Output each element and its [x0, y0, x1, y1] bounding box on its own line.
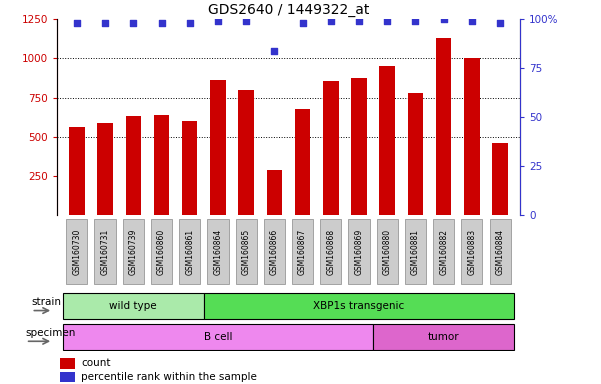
- Point: [270, 48, 279, 54]
- FancyBboxPatch shape: [179, 219, 200, 284]
- Text: GSM160869: GSM160869: [355, 228, 364, 275]
- Text: count: count: [81, 358, 111, 368]
- Text: GSM160882: GSM160882: [439, 228, 448, 275]
- Point: [495, 20, 505, 26]
- FancyBboxPatch shape: [63, 324, 373, 350]
- Point: [326, 18, 335, 24]
- Bar: [182, 121, 198, 215]
- Text: percentile rank within the sample: percentile rank within the sample: [81, 372, 257, 382]
- FancyBboxPatch shape: [373, 324, 514, 350]
- Point: [100, 20, 110, 26]
- Point: [354, 18, 364, 24]
- FancyBboxPatch shape: [94, 219, 115, 284]
- Bar: [60, 358, 75, 369]
- FancyBboxPatch shape: [490, 219, 511, 284]
- Point: [185, 20, 195, 26]
- FancyBboxPatch shape: [207, 219, 228, 284]
- FancyBboxPatch shape: [292, 219, 313, 284]
- Bar: [97, 122, 113, 215]
- Bar: [154, 115, 169, 215]
- Text: GSM160864: GSM160864: [213, 228, 222, 275]
- Text: GSM160865: GSM160865: [242, 228, 251, 275]
- Point: [72, 20, 82, 26]
- Point: [410, 18, 420, 24]
- Bar: [379, 66, 395, 215]
- Text: strain: strain: [31, 297, 61, 307]
- Text: GSM160867: GSM160867: [298, 228, 307, 275]
- Text: XBP1s transgenic: XBP1s transgenic: [313, 301, 404, 311]
- FancyBboxPatch shape: [433, 219, 454, 284]
- FancyBboxPatch shape: [63, 293, 204, 319]
- Text: GSM160731: GSM160731: [100, 228, 109, 275]
- FancyBboxPatch shape: [405, 219, 426, 284]
- Title: GDS2640 / 1449322_at: GDS2640 / 1449322_at: [208, 3, 369, 17]
- Bar: [69, 127, 85, 215]
- Bar: [464, 58, 480, 215]
- FancyBboxPatch shape: [236, 219, 257, 284]
- Text: GSM160880: GSM160880: [383, 228, 392, 275]
- Bar: [407, 93, 423, 215]
- Bar: [492, 143, 508, 215]
- Text: GSM160860: GSM160860: [157, 228, 166, 275]
- Bar: [60, 372, 75, 382]
- Bar: [295, 109, 310, 215]
- FancyBboxPatch shape: [204, 293, 514, 319]
- FancyBboxPatch shape: [123, 219, 144, 284]
- Text: specimen: specimen: [26, 328, 76, 338]
- Point: [129, 20, 138, 26]
- Point: [382, 18, 392, 24]
- Bar: [126, 116, 141, 215]
- FancyBboxPatch shape: [462, 219, 483, 284]
- Text: GSM160739: GSM160739: [129, 228, 138, 275]
- Bar: [323, 81, 338, 215]
- Bar: [351, 78, 367, 215]
- Text: GSM160866: GSM160866: [270, 228, 279, 275]
- Text: GSM160883: GSM160883: [468, 228, 477, 275]
- Text: GSM160730: GSM160730: [72, 228, 81, 275]
- Text: tumor: tumor: [428, 332, 460, 342]
- Bar: [210, 80, 226, 215]
- FancyBboxPatch shape: [66, 219, 87, 284]
- FancyBboxPatch shape: [349, 219, 370, 284]
- Text: GSM160884: GSM160884: [496, 228, 505, 275]
- Text: wild type: wild type: [109, 301, 157, 311]
- FancyBboxPatch shape: [320, 219, 341, 284]
- Point: [439, 16, 448, 22]
- FancyBboxPatch shape: [151, 219, 172, 284]
- Point: [297, 20, 307, 26]
- FancyBboxPatch shape: [264, 219, 285, 284]
- Text: GSM160861: GSM160861: [185, 228, 194, 275]
- Text: GSM160881: GSM160881: [411, 228, 420, 275]
- Text: B cell: B cell: [204, 332, 232, 342]
- Point: [157, 20, 166, 26]
- Point: [467, 18, 477, 24]
- Point: [213, 18, 223, 24]
- Bar: [267, 170, 282, 215]
- FancyBboxPatch shape: [377, 219, 398, 284]
- Point: [242, 18, 251, 24]
- Text: GSM160868: GSM160868: [326, 228, 335, 275]
- Bar: [239, 90, 254, 215]
- Bar: [436, 38, 451, 215]
